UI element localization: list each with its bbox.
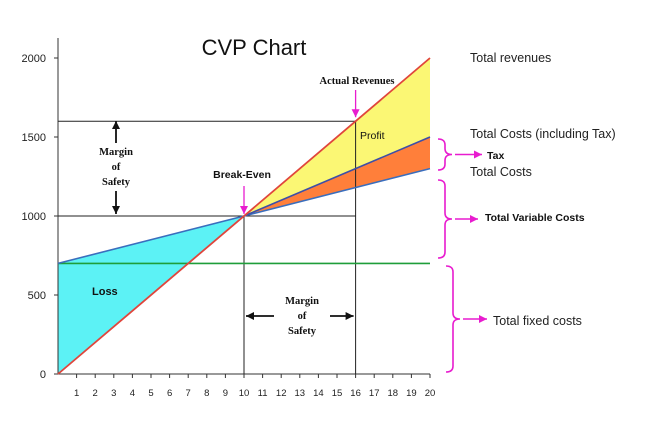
x-tick-label-3: 3 [111,388,116,399]
label-total-costs-incl-tax: Total Costs (including Tax) [470,127,616,141]
margin-of-safety-bottom-line1: Margin [285,296,319,307]
x-tick-label-20: 20 [425,388,436,399]
label-total-fixed-costs: Total fixed costs [493,314,582,328]
annotation-loss: Loss [92,286,118,298]
actual-revenues-pointer-head [351,109,360,118]
margin-of-safety-bottom-line2: of [298,311,307,322]
annotation-break-even: Break-Even [213,169,271,181]
y-tick-label-500: 500 [28,290,46,302]
break-even-pointer-head [240,206,248,214]
x-tick-label-6: 6 [167,388,172,399]
x-tick-label-7: 7 [186,388,191,399]
series-line-total-costs-incl-tax [243,136,431,217]
x-tick-label-5: 5 [148,388,153,399]
x-tick-label-9: 9 [223,388,228,399]
series-lines [57,57,431,375]
series-line-total-revenues [57,57,431,375]
label-tax: Tax [487,150,504,162]
margin-of-safety-left-line3: Safety [102,177,131,188]
label-total-costs: Total Costs [470,165,532,179]
x-tick-label-17: 17 [369,388,380,399]
brace-fixed-costs [445,265,461,373]
x-tick-label-15: 15 [332,388,343,399]
margin-of-safety-left-line2: of [112,162,121,173]
margin-of-safety-bottom-line3: Safety [288,326,317,337]
x-tick-label-16: 16 [350,388,361,399]
tax-arrow-head [474,150,482,159]
x-tick-label-19: 19 [406,388,417,399]
annotations [112,90,487,373]
margin-of-safety-left-line1: Margin [99,147,133,158]
brace-tax [437,138,453,171]
x-tick-label-4: 4 [130,388,135,399]
x-tick-label-1: 1 [74,388,79,399]
y-tick-label-1000: 1000 [22,211,46,223]
x-tick-label-11: 11 [258,388,268,399]
label-total-variable-costs: Total Variable Costs [485,212,585,224]
fixed-costs-arrow-head [479,315,487,323]
margin-left-up-arrow-head [112,121,120,129]
x-tick-label-2: 2 [93,388,98,399]
y-tick-label-2000: 2000 [22,53,46,65]
x-tick-label-8: 8 [204,388,209,399]
variable-costs-arrow-head [470,215,478,223]
x-tick-label-10: 10 [239,388,250,399]
margin-left-down-arrow-head [112,206,120,214]
chart-title: CVP Chart [202,35,307,60]
y-tick-label-1500: 1500 [22,132,46,144]
annotation-actual-revenues: Actual Revenues [320,76,395,87]
brace-variable-costs [437,179,453,259]
margin-bottom-left-arrow-head [246,312,254,320]
annotation-profit: Profit [360,130,385,142]
margin-bottom-right-arrow-head [345,312,354,320]
x-tick-label-12: 12 [276,388,287,399]
label-total-revenues: Total revenues [470,51,551,65]
y-tick-label-0: 0 [40,369,46,381]
x-tick-label-18: 18 [388,388,399,399]
x-tick-label-14: 14 [313,388,324,399]
x-tick-label-13: 13 [295,388,306,399]
